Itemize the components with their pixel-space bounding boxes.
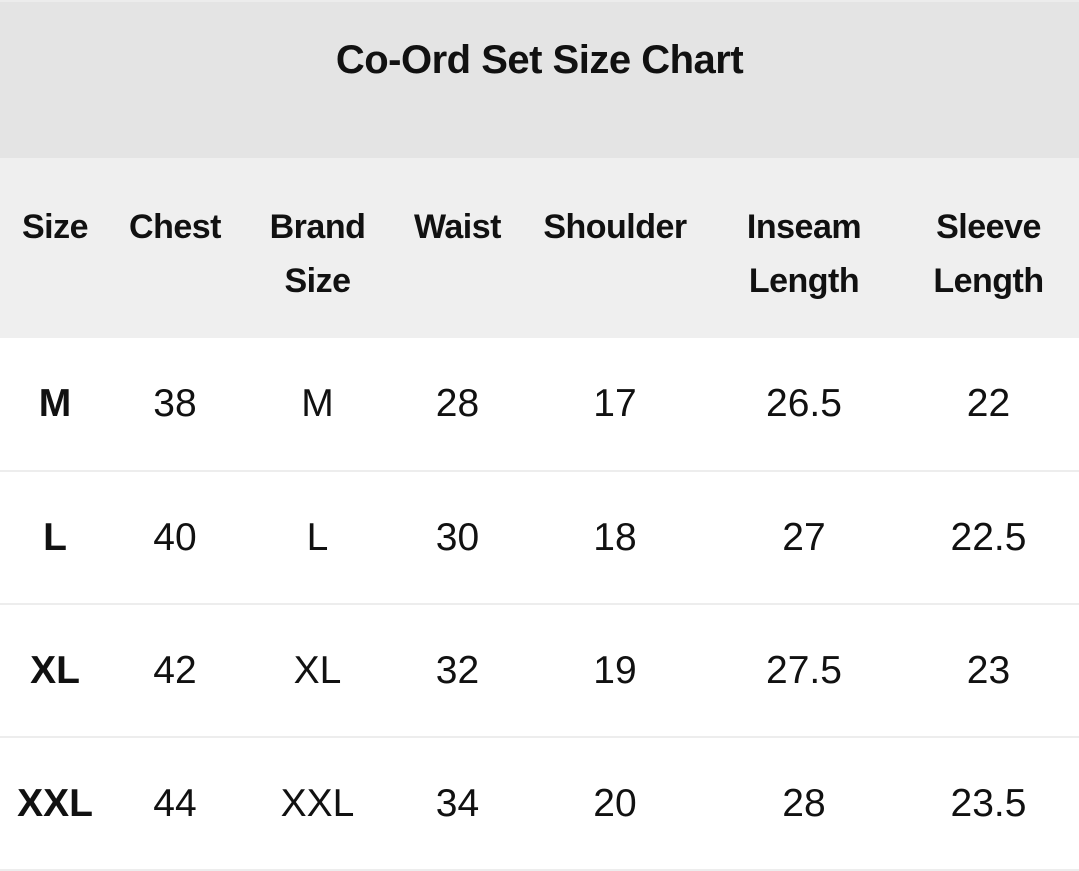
column-header: Size (21, 208, 89, 246)
table-cell: 40 (153, 515, 197, 559)
table-row: L 40 L 30 18 27 22.5 (0, 471, 1079, 604)
column-header: Brand Size (269, 208, 366, 300)
table-row: XL 42 XL 32 19 27.5 23 (0, 604, 1079, 737)
table-cell: XXL (280, 781, 355, 825)
size-cell: XL (30, 648, 80, 692)
table-cell: 22 (966, 382, 1011, 425)
column-header: Sleeve Length (933, 208, 1044, 300)
table-cell: 19 (593, 648, 637, 692)
table-cell: 32 (435, 648, 480, 692)
size-cell: XXL (17, 781, 93, 825)
table-row: M 38 M 28 17 26.5 22 (0, 338, 1079, 471)
table-cell: 23.5 (950, 781, 1027, 825)
table-cell: 26.5 (766, 382, 842, 425)
size-cell: L (43, 515, 67, 559)
column-header: Waist (414, 208, 501, 246)
table-cell: 23 (966, 648, 1011, 692)
table-cell: L (306, 515, 329, 559)
size-chart-table: Size Chest Brand Size Waist Shoulder Inseam Len… (0, 158, 1079, 871)
title-band: Co-Ord Set Size Chart (0, 0, 1079, 158)
table-cell: 17 (593, 382, 637, 425)
table-cell: 34 (435, 781, 480, 825)
table-cell: 27 (782, 515, 826, 559)
column-header: Chest (129, 208, 221, 246)
table-cell: 27.5 (766, 648, 842, 692)
header-row: Size Chest Brand Size Waist Shoulder Inseam Len… (0, 158, 1079, 338)
table-cell: 38 (153, 382, 197, 425)
table-cell: 30 (435, 515, 480, 559)
table-cell: 20 (593, 781, 637, 825)
table-cell: 44 (153, 781, 197, 825)
table-cell: 18 (593, 515, 637, 559)
column-header: Shoulder (543, 208, 687, 246)
chart-title: Co-Ord Set Size Chart (335, 37, 744, 82)
size-cell: M (38, 382, 72, 425)
table-cell: 22.5 (950, 515, 1027, 559)
table-cell: 28 (782, 781, 826, 825)
table-cell: XL (293, 648, 342, 692)
table-cell: M (301, 382, 334, 425)
column-header: Inseam Length (746, 208, 862, 300)
table-row: XXL 44 XXL 34 20 28 23.5 (0, 737, 1079, 870)
table-cell: 42 (153, 648, 197, 692)
table-cell: 28 (435, 382, 480, 425)
